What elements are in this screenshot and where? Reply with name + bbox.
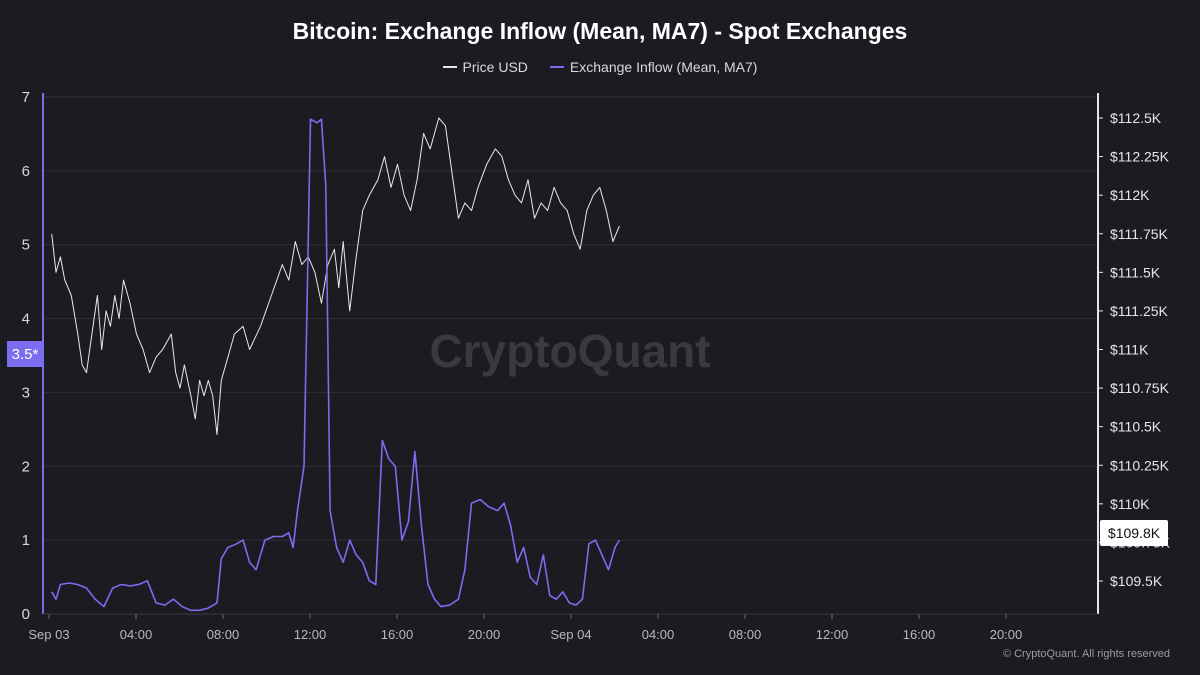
x-tick-label-4: 16:00: [381, 627, 414, 642]
watermark: CryptoQuant: [429, 325, 710, 377]
right-tick-label-10: $112K: [1110, 187, 1150, 203]
right-tick-label-0: $109.5K: [1110, 573, 1163, 589]
x-tick-label-0: Sep 03: [28, 627, 69, 642]
left-tick-label-2: 2: [22, 458, 30, 475]
legend-label-inflow: Exchange Inflow (Mean, MA7): [569, 59, 758, 75]
left-axis-ticks: 0 1 2 3 4 5 6 7: [22, 89, 30, 623]
left-tick-label-7: 7: [22, 89, 30, 106]
left-tick-label-3: 3: [22, 384, 30, 401]
x-tick-label-9: 12:00: [816, 627, 849, 642]
legend-swatch-price: [442, 66, 457, 68]
right-axis-current-marker: $109.8K: [1100, 520, 1168, 546]
left-tick-label-6: 6: [22, 163, 30, 180]
x-tick-label-6: Sep 04: [550, 627, 591, 642]
x-tick-label-1: 04:00: [120, 627, 153, 642]
chart-legend: Price USD Exchange Inflow (Mean, MA7): [0, 59, 1200, 75]
legend-label-price: Price USD: [462, 59, 528, 75]
x-tick-label-11: 20:00: [990, 627, 1023, 642]
series-line-inflow: [51, 118, 621, 612]
right-tick-label-11: $112.25K: [1110, 149, 1170, 165]
right-tick-label-5: $110.75K: [1110, 380, 1170, 396]
x-tick-label-8: 08:00: [729, 627, 762, 642]
left-axis-current-marker: 3.5*: [7, 341, 43, 367]
legend-swatch-inflow: [549, 66, 564, 68]
series-group: [51, 117, 621, 612]
right-tick-label-3: $110.25K: [1110, 457, 1170, 473]
grid-lines: [43, 96, 1098, 541]
left-tick-label-1: 1: [22, 532, 30, 549]
left-tick-label-0: 0: [22, 606, 30, 623]
x-tick-label-5: 20:00: [468, 627, 501, 642]
right-tick-label-2: $110K: [1110, 496, 1150, 512]
right-axis-ticks: $109.5K$109.75K$110K$110.25K$110.5K$110.…: [1098, 110, 1171, 589]
left-tick-label-4: 4: [22, 311, 30, 328]
x-tick-label-2: 08:00: [207, 627, 240, 642]
right-tick-label-8: $111.5K: [1110, 264, 1161, 280]
series-line-price: [51, 117, 620, 435]
chart-title: Bitcoin: Exchange Inflow (Mean, MA7) - S…: [292, 18, 908, 44]
right-tick-label-4: $110.5K: [1110, 419, 1162, 435]
right-tick-label-6: $111K: [1110, 342, 1149, 358]
right-tick-label-12: $112.5K: [1110, 110, 1162, 126]
legend-item-inflow[interactable]: Exchange Inflow (Mean, MA7): [549, 59, 758, 75]
copyright: © CryptoQuant. All rights reserved: [1002, 648, 1170, 660]
left-tick-label-5: 5: [22, 237, 30, 254]
right-tick-label-7: $111.25K: [1110, 303, 1169, 319]
x-tick-label-3: 12:00: [294, 627, 327, 642]
legend-item-price[interactable]: Price USD: [442, 59, 528, 75]
right-tick-label-9: $111.75K: [1110, 226, 1169, 242]
x-tick-label-10: 16:00: [903, 627, 936, 642]
x-tick-label-7: 04:00: [642, 627, 675, 642]
x-axis-ticks: Sep 03 04:00 08:00 12:00 16:00 20:00 Sep 04 04:…: [28, 614, 1022, 642]
